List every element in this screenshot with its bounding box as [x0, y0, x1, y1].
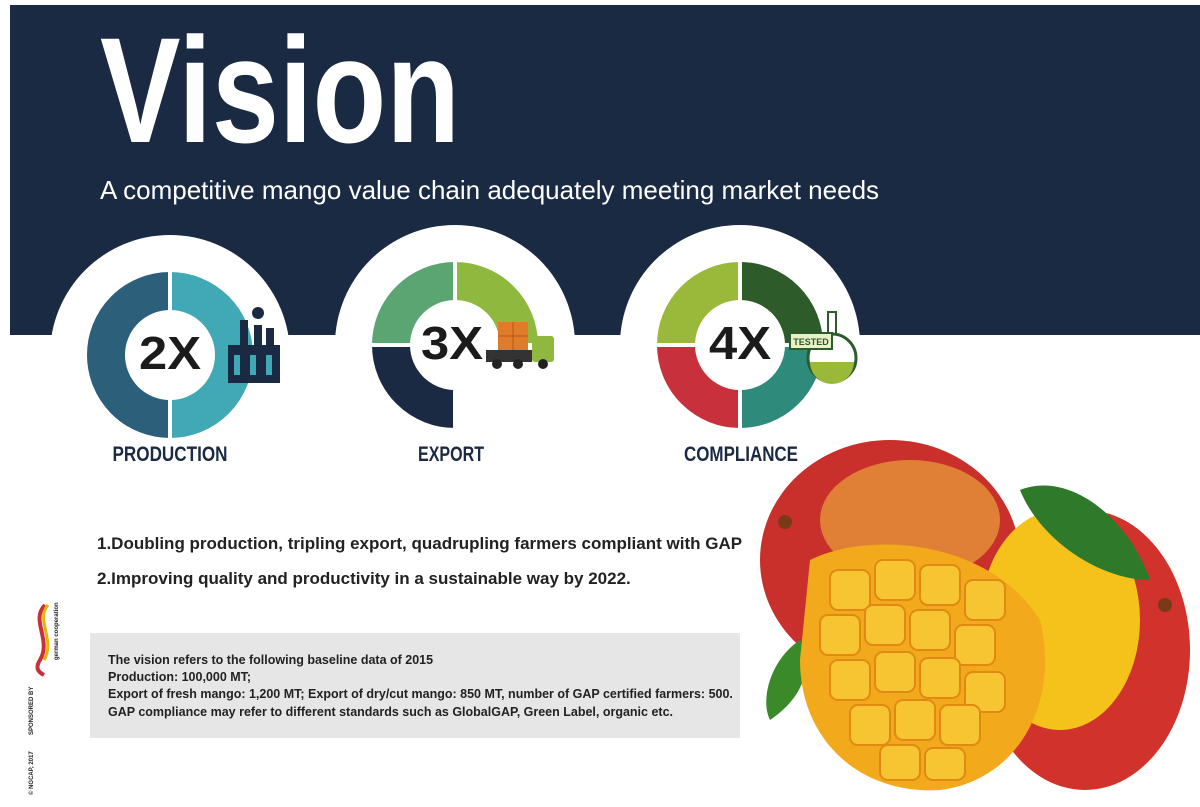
- logo-text: german cooperation: [54, 602, 60, 660]
- copyright: © NGCAP, 2017: [28, 751, 35, 795]
- sponsor-text: SPONSORED BY: [29, 687, 35, 735]
- mango-illustration: [760, 440, 1190, 790]
- target-label: 2X: [139, 327, 201, 379]
- target-caption: COMPLIANCE: [684, 443, 798, 466]
- target-caption: PRODUCTION: [113, 443, 228, 466]
- target-label: 3X: [421, 317, 483, 369]
- title: Vision: [100, 6, 460, 174]
- goal: 1.Doubling production, tripling export, …: [97, 534, 742, 553]
- target-caption: EXPORT: [418, 443, 484, 466]
- baseline-line: GAP compliance may refer to different st…: [108, 705, 673, 719]
- baseline-line: The vision refers to the following basel…: [108, 653, 433, 667]
- baseline-box: [90, 633, 740, 738]
- page: Vision A competitive mango value chain a…: [0, 0, 1200, 807]
- goal: 2.Improving quality and productivity in …: [97, 569, 631, 588]
- target-label: 4X: [709, 317, 771, 369]
- baseline-line: Production: 100,000 MT;: [108, 670, 251, 684]
- subtitle: A competitive mango value chain adequate…: [100, 175, 879, 205]
- baseline-line: Export of fresh mango: 1,200 MT; Export …: [108, 687, 733, 701]
- icon-label: TESTED: [793, 337, 829, 347]
